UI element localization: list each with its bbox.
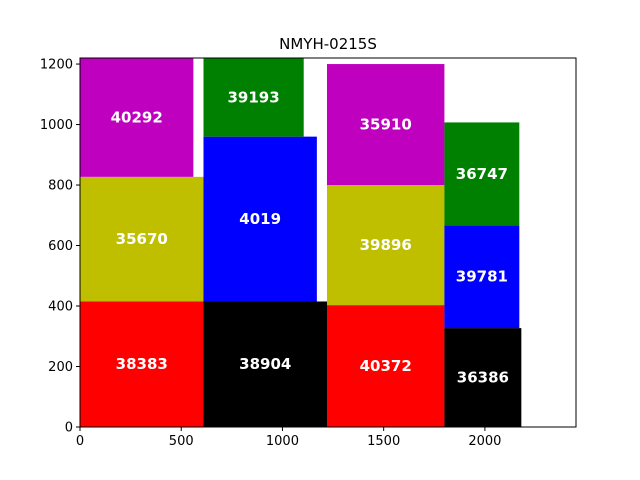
y-tick-label: 200 xyxy=(48,360,73,375)
x-tick-label: 1000 xyxy=(266,434,299,449)
rect-36386 xyxy=(444,328,522,427)
chart-title: NMYH-0215S xyxy=(279,35,377,53)
x-tick-label: 0 xyxy=(76,434,84,449)
rect-label-35910: 35910 xyxy=(360,116,412,134)
plot-frame xyxy=(79,57,577,428)
rect-label-39781: 39781 xyxy=(456,268,508,286)
rectangles-layer: 38383 35670 40292 38904 4019 39193 40372 39896 3… xyxy=(80,58,522,427)
rect-39896 xyxy=(326,185,445,306)
rect-label-40292: 40292 xyxy=(111,108,163,126)
y-tick-label: 600 xyxy=(48,239,73,254)
rect-35670 xyxy=(80,176,204,302)
y-tick-label: 800 xyxy=(48,179,73,194)
rect-39193 xyxy=(203,58,304,137)
rect-39781 xyxy=(444,225,520,329)
rect-4019 xyxy=(203,136,317,302)
y-tick-label: 400 xyxy=(48,300,73,315)
axes-layer: 0 500 1000 1500 2000 0 200 400 600 800 1000 1200 xyxy=(40,58,502,449)
rect-label-38904: 38904 xyxy=(239,355,291,373)
y-tick-label: 0 xyxy=(65,421,73,436)
rect-label-39896: 39896 xyxy=(360,236,412,254)
rect-40372 xyxy=(326,305,445,427)
rect-38904 xyxy=(203,301,327,427)
rect-label-36747: 36747 xyxy=(456,165,508,183)
rect-label-36386: 36386 xyxy=(457,369,509,387)
x-tick-label: 500 xyxy=(169,434,194,449)
y-tick-label: 1000 xyxy=(40,118,73,133)
rect-40292 xyxy=(80,58,194,177)
rect-38383 xyxy=(80,301,204,427)
rect-label-39193: 39193 xyxy=(228,88,280,106)
rect-label-40372: 40372 xyxy=(360,357,412,375)
x-tick-label: 2000 xyxy=(468,434,501,449)
y-tick-label: 1200 xyxy=(40,58,73,73)
rect-label-38383: 38383 xyxy=(116,355,168,373)
rect-35910 xyxy=(326,64,445,186)
x-tick-label: 1500 xyxy=(367,434,400,449)
rect-36747 xyxy=(444,122,520,226)
rect-label-35670: 35670 xyxy=(116,230,168,248)
rect-label-4019: 4019 xyxy=(239,210,281,228)
